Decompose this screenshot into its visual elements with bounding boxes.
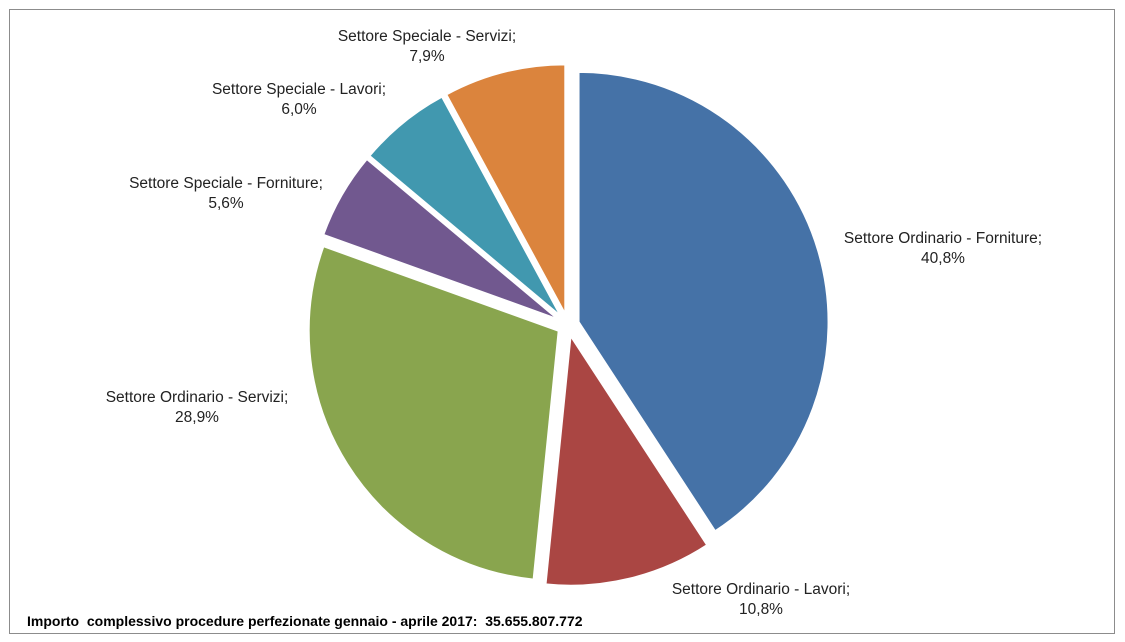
pie-slice-6 xyxy=(444,63,567,315)
slice-label-name: Settore Ordinario - Lavori; xyxy=(672,581,850,598)
slice-label-6: Settore Speciale - Servizi; 7,9% xyxy=(338,28,516,65)
slice-label-4: Settore Speciale - Forniture; 5,6% xyxy=(129,175,323,212)
slice-label-name: Settore Speciale - Forniture; xyxy=(129,175,323,192)
pie-slice-1 xyxy=(577,70,830,533)
chart-footer: Importo complessivo procedure perfeziona… xyxy=(27,613,583,629)
slice-label-value: 7,9% xyxy=(409,48,445,65)
slice-label-2: Settore Ordinario - Lavori; 10,8% xyxy=(672,581,850,618)
slice-label-value: 40,8% xyxy=(921,250,965,267)
slice-label-name: Settore Speciale - Servizi; xyxy=(338,28,516,45)
pie-slice-2 xyxy=(544,332,709,587)
pie-slice-3 xyxy=(307,244,560,581)
slice-label-name: Settore Speciale - Lavori; xyxy=(212,81,386,98)
slice-label-value: 10,8% xyxy=(739,601,783,618)
pie-slice-4 xyxy=(321,157,560,321)
slice-label-value: 6,0% xyxy=(281,101,317,118)
slice-label-value: 28,9% xyxy=(175,409,219,426)
slice-label-value: 5,6% xyxy=(208,195,244,212)
pie-slice-5 xyxy=(368,95,562,318)
slice-label-name: Settore Ordinario - Servizi; xyxy=(106,389,289,406)
slice-label-name: Settore Ordinario - Forniture; xyxy=(844,230,1042,247)
slice-label-3: Settore Ordinario - Servizi; 28,9% xyxy=(106,389,289,426)
slice-label-5: Settore Speciale - Lavori; 6,0% xyxy=(212,81,386,118)
slice-label-1: Settore Ordinario - Forniture; 40,8% xyxy=(844,230,1042,267)
